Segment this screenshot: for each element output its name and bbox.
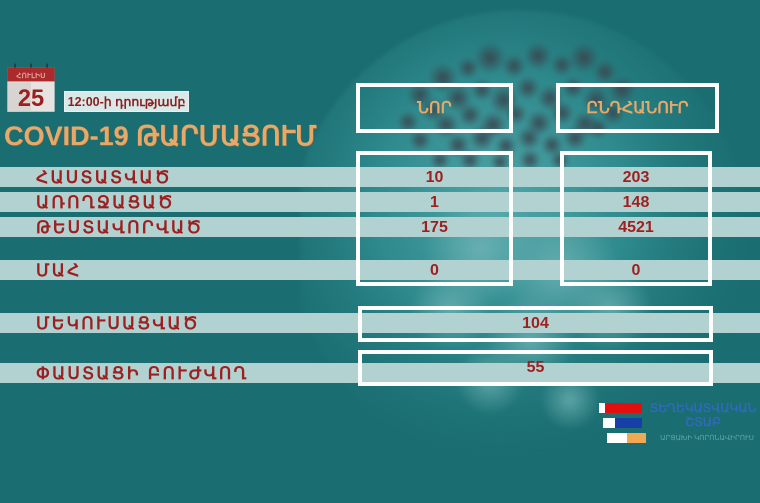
svg-text:25: 25 (18, 86, 44, 112)
svg-text:ՀՈՒԼԻՍ: ՀՈՒԼԻՍ (16, 72, 45, 80)
svg-text:ԱՐՑԱԽԻ ԿՈՐՈՆԱՎԻՐՈՒՍ: ԱՐՑԱԽԻ ԿՈՐՈՆԱՎԻՐՈՒՍ (660, 434, 754, 442)
svg-text:ՇՏԱԲ: ՇՏԱԲ (685, 415, 721, 429)
svg-text:ՏԵՂԵԿԱՏՎԱԿԱՆ: ՏԵՂԵԿԱՏՎԱԿԱՆ (650, 403, 757, 415)
